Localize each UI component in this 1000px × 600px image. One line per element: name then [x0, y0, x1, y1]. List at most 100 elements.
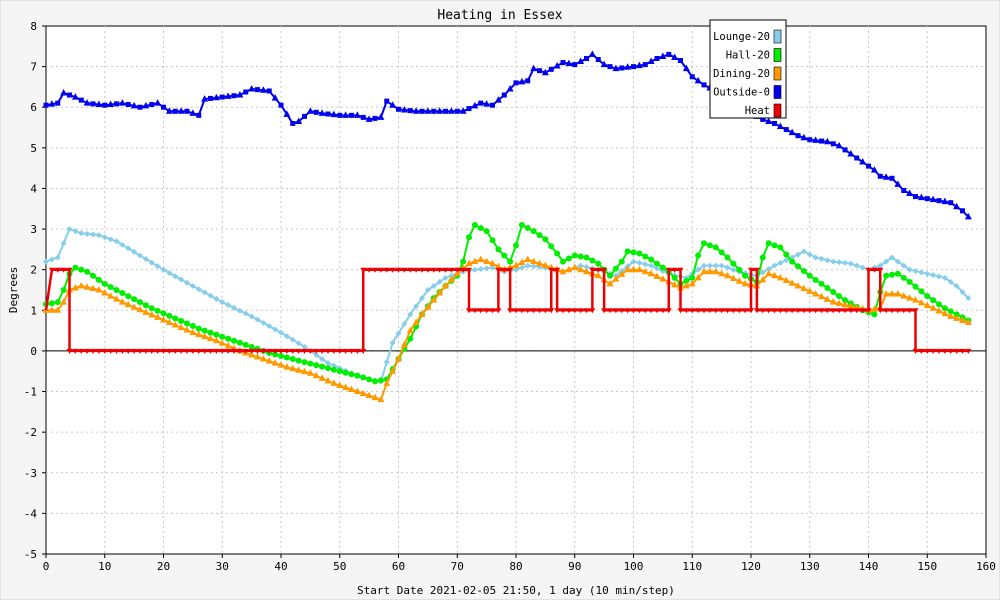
data-point — [742, 272, 749, 279]
data-point — [571, 308, 578, 314]
data-point — [43, 102, 49, 108]
data-point — [729, 274, 737, 281]
data-point — [406, 326, 414, 334]
data-point — [212, 336, 220, 344]
data-point — [759, 269, 766, 276]
data-point — [618, 258, 625, 265]
data-point — [936, 273, 942, 280]
data-point — [166, 312, 173, 319]
data-point — [377, 267, 384, 273]
data-point — [231, 348, 237, 354]
data-point — [507, 258, 514, 265]
data-point — [530, 263, 537, 270]
data-point — [466, 106, 472, 112]
data-point — [812, 308, 819, 314]
data-point — [795, 263, 801, 270]
data-point — [107, 292, 115, 299]
data-point — [588, 50, 596, 57]
legend-label: Hall-20 — [726, 50, 770, 62]
data-point — [177, 323, 185, 331]
y-tick-label: 8 — [30, 20, 37, 33]
data-point — [854, 155, 860, 161]
data-point — [748, 267, 754, 273]
data-point — [161, 104, 166, 110]
data-point — [189, 282, 196, 289]
y-tick-label: 5 — [30, 142, 37, 155]
data-point — [630, 258, 637, 265]
data-point — [90, 348, 96, 354]
data-point — [924, 348, 931, 354]
data-point — [653, 272, 661, 279]
data-point — [225, 348, 232, 354]
data-point — [682, 64, 690, 72]
data-point — [419, 108, 425, 114]
data-point — [706, 262, 713, 269]
data-point — [495, 246, 502, 253]
data-point — [365, 391, 373, 399]
data-point — [48, 306, 56, 313]
y-tick-label: -5 — [24, 548, 37, 561]
data-point — [166, 269, 173, 276]
data-point — [524, 262, 531, 269]
data-point — [154, 313, 162, 320]
data-point — [724, 308, 731, 314]
data-point — [72, 348, 79, 354]
data-point — [77, 281, 85, 289]
y-tick-label: 7 — [30, 61, 37, 74]
data-point — [894, 308, 901, 314]
data-point — [395, 330, 402, 337]
data-point — [607, 272, 613, 279]
data-point — [595, 260, 602, 267]
data-point — [888, 290, 896, 297]
data-point — [506, 84, 514, 92]
data-point — [248, 350, 256, 358]
data-point — [313, 109, 319, 115]
data-point — [225, 335, 232, 342]
x-tick-label: 40 — [274, 560, 287, 573]
data-point — [301, 359, 308, 366]
data-point — [478, 100, 484, 106]
data-point — [149, 102, 155, 108]
data-point — [847, 149, 855, 157]
data-point — [137, 104, 143, 110]
data-point — [518, 222, 525, 229]
data-point — [301, 343, 308, 350]
data-point — [407, 311, 414, 318]
data-point — [601, 267, 608, 273]
data-point — [830, 258, 837, 265]
data-point — [165, 107, 173, 114]
data-point — [401, 267, 408, 273]
data-point — [865, 267, 872, 273]
data-point — [255, 87, 260, 93]
data-point — [642, 253, 649, 260]
data-point — [359, 389, 367, 397]
data-point — [383, 359, 390, 366]
data-point — [160, 266, 167, 273]
data-point — [313, 362, 320, 369]
data-point — [783, 127, 789, 133]
data-point — [277, 361, 285, 368]
data-point — [95, 348, 102, 354]
data-point — [594, 271, 602, 279]
data-point — [530, 228, 537, 235]
data-point — [583, 267, 590, 275]
data-point — [624, 248, 631, 255]
data-point — [824, 284, 831, 291]
data-point — [565, 59, 573, 67]
data-point — [648, 262, 655, 269]
data-point — [924, 270, 931, 277]
data-point — [124, 300, 132, 308]
y-tick-label: 3 — [30, 223, 37, 236]
data-point — [319, 363, 326, 370]
x-tick-label: 80 — [509, 560, 522, 573]
data-point — [471, 222, 478, 229]
data-point — [923, 301, 931, 309]
data-point — [859, 158, 867, 165]
data-point — [225, 302, 232, 309]
data-point — [842, 259, 848, 266]
data-point — [389, 267, 396, 273]
data-point — [595, 267, 602, 273]
data-point — [189, 109, 197, 116]
data-point — [130, 303, 138, 310]
data-point — [354, 372, 361, 379]
